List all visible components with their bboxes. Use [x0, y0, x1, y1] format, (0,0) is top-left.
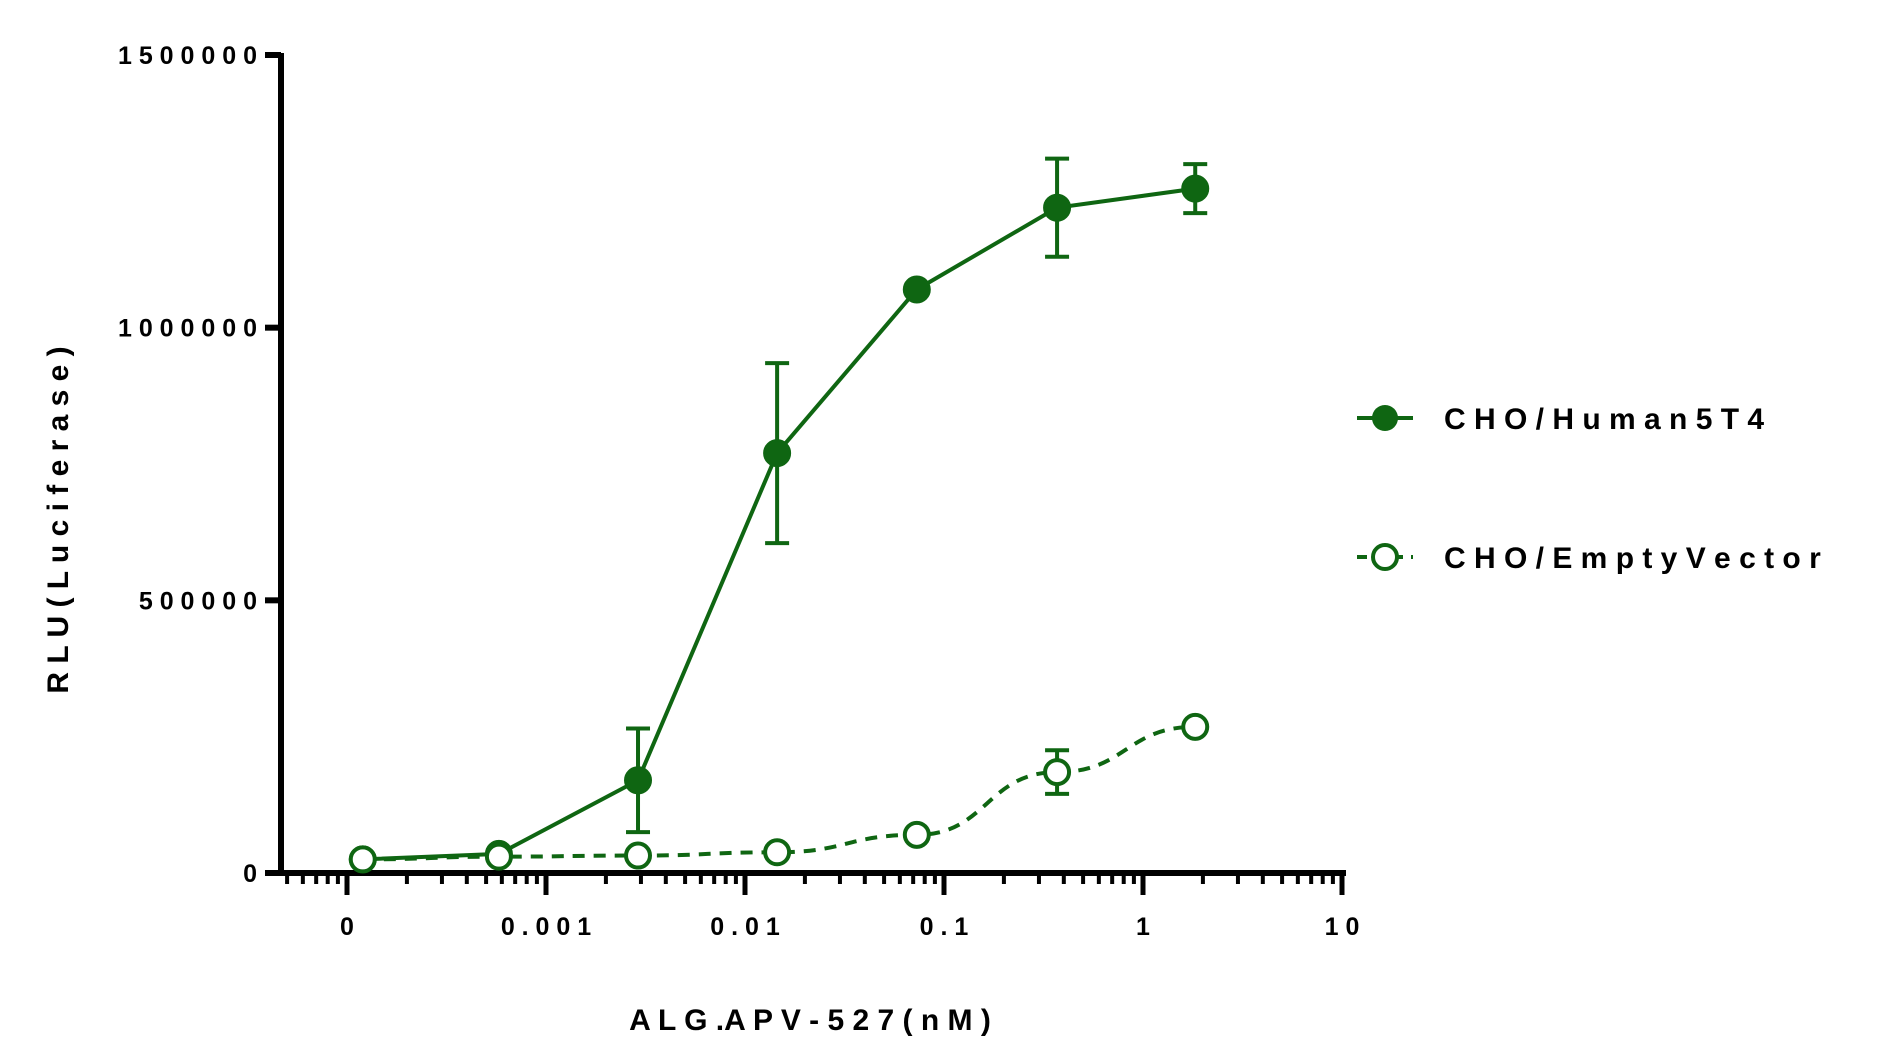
data-point	[902, 820, 931, 849]
data-point	[763, 439, 792, 468]
data-point	[1181, 712, 1210, 741]
data-point	[1043, 758, 1072, 787]
legend-marker	[1371, 543, 1399, 571]
data-point	[484, 842, 513, 871]
legend-marker	[1372, 405, 1398, 431]
x-tick-label: 1	[1136, 913, 1150, 941]
x-tick-label: 0	[340, 913, 354, 941]
data-point	[902, 275, 931, 304]
x-axis-title: A L G .A P V - 5 2 7 ( n M )	[629, 1004, 991, 1037]
data-point	[1043, 193, 1072, 222]
data-point	[624, 841, 653, 870]
x-tick-label: 0 . 0 0 1	[501, 913, 591, 941]
legend-label: C H O / E m p t y V e c t o r	[1444, 542, 1821, 575]
x-tick-label: 0 . 0 1	[710, 913, 780, 941]
y-axis-title: R L U ( L u c i f e r a s e )	[42, 346, 75, 693]
y-tick-label: 5 0 0 0 0 0	[139, 587, 257, 615]
x-tick-label: 1 0	[1325, 913, 1360, 941]
data-point	[348, 845, 377, 874]
data-point	[763, 838, 792, 867]
data-point	[624, 766, 653, 795]
x-tick-label: 0 . 1	[920, 913, 969, 941]
legend-item: C H O / E m p t y V e c t o r	[1357, 542, 1821, 575]
legend-item: C H O / H u m a n 5 T 4	[1357, 403, 1764, 436]
legend: C H O / H u m a n 5 T 4 C H O / E m p t y…	[1357, 403, 1821, 575]
y-tick-label: 1 0 0 0 0 0 0	[118, 315, 257, 343]
data-point	[1181, 174, 1210, 203]
series-1	[348, 156, 1210, 874]
series-2	[348, 712, 1210, 874]
y-tick-label: 1 5 0 0 0 0 0	[118, 42, 257, 70]
legend-label: C H O / H u m a n 5 T 4	[1444, 403, 1764, 436]
y-tick-label: 0	[243, 860, 257, 888]
